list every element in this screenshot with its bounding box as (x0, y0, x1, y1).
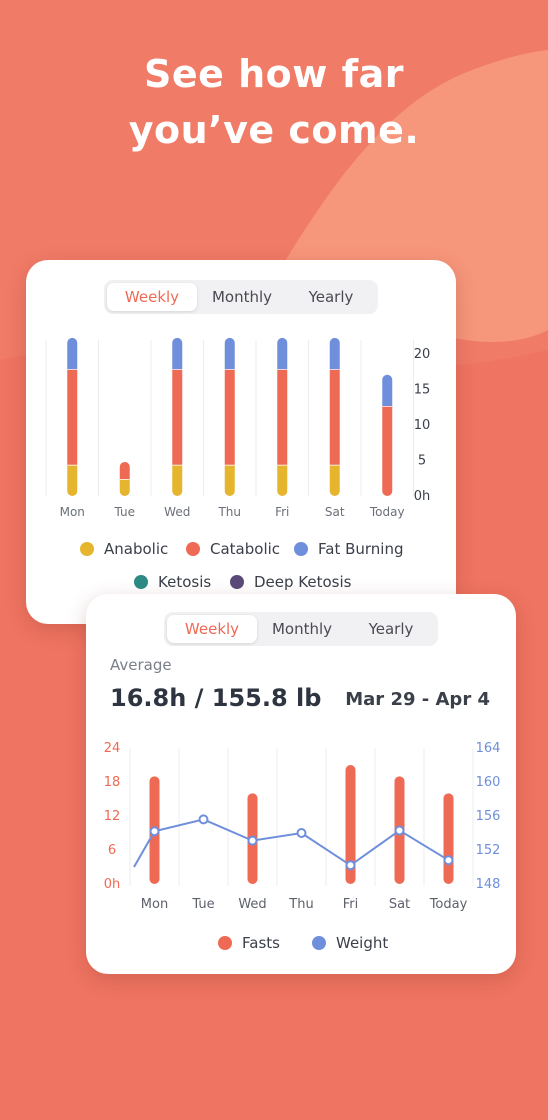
x-tick-label: Mon (60, 505, 85, 519)
zone-bar-segment-catabolic (172, 369, 183, 465)
zone-bar-segment-anabolic (67, 464, 78, 496)
right-tick-label: 156 (476, 809, 501, 824)
deep-ketosis-dot-icon (230, 575, 244, 589)
zone-bar-segment-catabolic (119, 461, 130, 479)
legend-fasts: Fasts (218, 934, 280, 952)
left-tick-label: 6 (108, 843, 116, 858)
legend-fat-burning: Fat Burning (294, 540, 404, 558)
zone-bar-segment-anabolic (277, 464, 288, 496)
date-range: Mar 29 - Apr 4 (345, 689, 490, 710)
x-tick-label: Wed (164, 505, 190, 519)
fasts-weight-card: Weekly Monthly Yearly Average 16.8h / 15… (86, 594, 516, 974)
zone-bar-segment-catabolic (329, 369, 340, 465)
y-tick-label: 10 (414, 418, 431, 433)
legend-weight-label: Weight (336, 934, 389, 952)
tab-yearly[interactable]: Yearly (308, 288, 354, 306)
y-tick-label: 5 (418, 454, 426, 469)
headline-line2: you’ve come. (128, 108, 420, 152)
weight-point (296, 828, 307, 838)
ketosis-dot-icon (134, 575, 148, 589)
weight-point (247, 835, 258, 846)
zone-bar-segment-catabolic (224, 369, 235, 465)
tab-weekly-2[interactable]: Weekly (167, 615, 257, 643)
zone-bar-segment-anabolic (119, 478, 130, 496)
legend-ketosis: Ketosis (134, 573, 211, 591)
legend-ketosis-label: Ketosis (158, 573, 212, 591)
legend-fasts-label: Fasts (242, 934, 280, 952)
weight-point (198, 814, 209, 825)
x-tick-label: Sat (325, 505, 345, 519)
weight-point (345, 860, 356, 871)
fasts-weight-chart: Mon Tue Wed Thu Fri Sat Today 24 18 12 6 0h 164 160 15… (104, 741, 501, 912)
zone-bar-segment-fat-burning (67, 337, 78, 370)
left-tick-label: 24 (104, 741, 121, 756)
weight-point (394, 825, 405, 836)
left-tick-label: 12 (104, 809, 121, 824)
zone-bar-segment-fat-burning (224, 337, 235, 370)
right-tick-label: 148 (476, 877, 501, 892)
legend-weight: Weight (312, 934, 388, 952)
tab-yearly-2[interactable]: Yearly (368, 620, 414, 638)
legend-anabolic: Anabolic (80, 540, 168, 558)
tab-monthly[interactable]: Monthly (211, 288, 273, 306)
right-tick-label: 152 (476, 843, 501, 858)
zone-bar-segment-catabolic (67, 369, 78, 465)
x-tick-label: Tue (114, 505, 136, 519)
tab-weekly[interactable]: Weekly (107, 283, 197, 311)
right-tick-label: 160 (476, 775, 501, 790)
zone-bar-segment-anabolic (224, 464, 235, 496)
weight-dot-icon (312, 936, 326, 950)
zone-bar-segment-catabolic (382, 405, 393, 496)
fat-burning-dot-icon (294, 542, 308, 556)
x-tick-label: Fri (343, 897, 359, 912)
tab-monthly-2[interactable]: Monthly (271, 620, 333, 638)
x-tick-label: Thu (217, 505, 241, 519)
x-tick-label: Thu (288, 897, 313, 912)
y-tick-label: 15 (414, 383, 431, 398)
period-switcher: Weekly Monthly Yearly (104, 280, 378, 314)
legend-fat-burning-label: Fat Burning (318, 540, 404, 558)
zone-bar-segment-fat-burning (382, 374, 393, 406)
weight-line (133, 818, 450, 868)
fast-bar (345, 765, 356, 884)
x-tick-label: Today (369, 505, 405, 519)
catabolic-dot-icon (186, 542, 200, 556)
zone-bar-segment-fat-burning (277, 337, 288, 370)
weight-point (149, 826, 160, 837)
x-tick-label: Tue (191, 897, 214, 912)
right-tick-label: 164 (476, 741, 501, 756)
x-tick-label: Mon (141, 897, 168, 912)
legend-deep-ketosis-label: Deep Ketosis (254, 573, 352, 591)
x-tick-label: Wed (238, 897, 266, 912)
zone-bar-segment-fat-burning (172, 337, 183, 370)
average-value: 16.8h / 155.8 lb (110, 684, 322, 712)
zone-bar-segment-fat-burning (329, 337, 340, 370)
average-label: Average (110, 656, 172, 674)
legend-deep-ketosis: Deep Ketosis (230, 573, 351, 591)
zone-bar-segment-anabolic (329, 464, 340, 496)
fast-bar (443, 793, 454, 884)
fasts-dot-icon (218, 936, 232, 950)
x-tick-label: Fri (275, 505, 289, 519)
legend-catabolic: Catabolic (186, 540, 280, 558)
y-tick-label: 20 (414, 347, 431, 362)
legend-catabolic-label: Catabolic (210, 540, 281, 558)
x-tick-label: Today (429, 897, 468, 912)
period-switcher-2: Weekly Monthly Yearly (164, 612, 438, 646)
fasting-zones-card: Weekly Monthly Yearly Mon Tue Wed Thu Fri Sat… (26, 260, 456, 624)
left-tick-label: 18 (104, 775, 121, 790)
x-tick-label: Sat (389, 897, 410, 912)
y-tick-label: 0h (414, 489, 431, 504)
anabolic-dot-icon (80, 542, 94, 556)
zone-bar-segment-anabolic (172, 464, 183, 496)
weight-point (443, 855, 454, 866)
zone-bar-segment-catabolic (277, 369, 288, 465)
left-tick-label: 0h (104, 877, 121, 892)
legend-anabolic-label: Anabolic (104, 540, 169, 558)
fasting-zones-chart: Mon Tue Wed Thu Fri Sat Today 20 15 10 5 0h (45, 337, 431, 519)
headline-line1: See how far (143, 52, 405, 96)
